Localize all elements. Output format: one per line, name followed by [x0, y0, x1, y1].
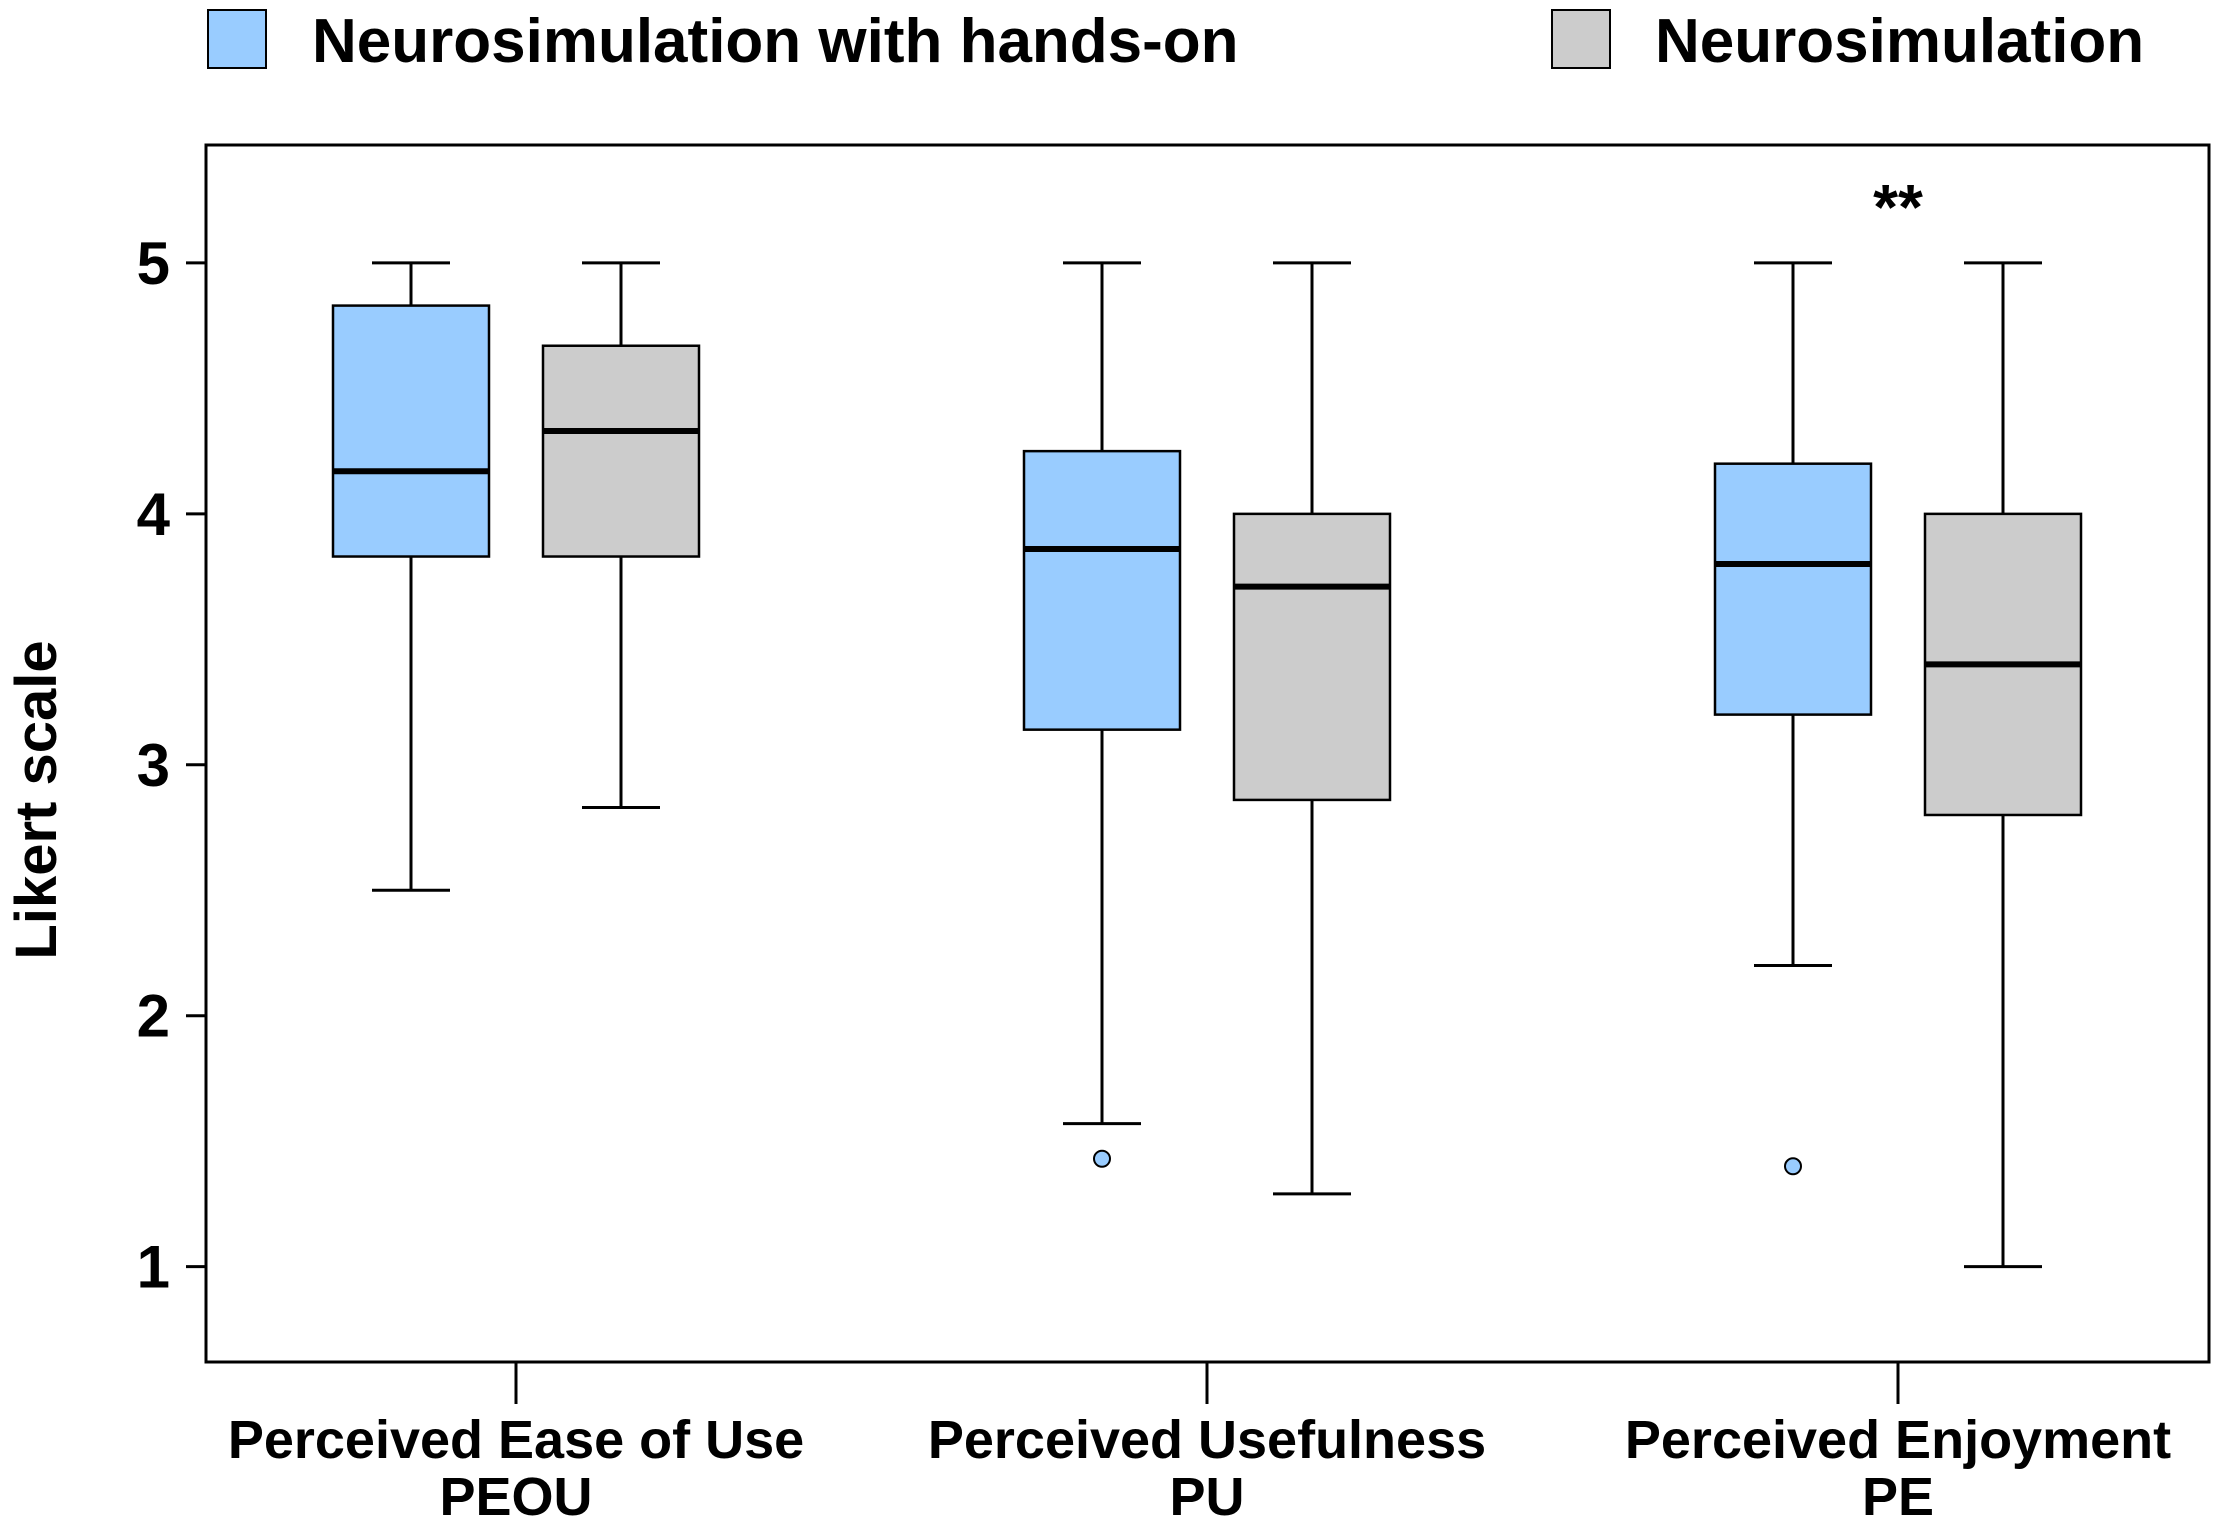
- x-category-label: Perceived Enjoyment: [1625, 1410, 2171, 1470]
- plot-frame: [204, 143, 2211, 1364]
- iqr-box: [541, 344, 701, 558]
- iqr-box: [1713, 462, 1873, 716]
- legend-swatch-hands-on: [207, 9, 267, 69]
- x-category-label: Perceived Usefulness: [928, 1410, 1486, 1470]
- y-tick-label: 5: [137, 230, 170, 297]
- box-peou-series-0: [331, 261, 491, 892]
- boxes: [331, 261, 2083, 1269]
- box-pe-series-0: [1713, 261, 1873, 1176]
- y-axis-title: Likert scale: [4, 640, 69, 959]
- y-tick-label: 2: [137, 983, 170, 1050]
- iqr-box: [1022, 449, 1182, 731]
- outlier-point: [1784, 1157, 1802, 1176]
- box-pu-series-1: [1232, 261, 1392, 1196]
- iqr-box: [331, 304, 491, 558]
- x-category-label: Perceived Ease of Use: [228, 1410, 804, 1470]
- y-tick-label: 3: [137, 732, 170, 799]
- y-axis: 1 2 3 4 5: [137, 230, 206, 1301]
- box-peou-series-1: [541, 261, 701, 809]
- iqr-box: [1232, 512, 1392, 802]
- y-tick-label: 4: [137, 481, 171, 548]
- x-category-abbr: PU: [1169, 1467, 1244, 1523]
- legend-label-neurosimulation: Neurosimulation: [1655, 7, 2144, 76]
- box-pu-series-0: [1022, 261, 1182, 1168]
- x-category-abbr: PEOU: [439, 1467, 592, 1523]
- box-pe-series-1: [1923, 261, 2083, 1269]
- legend-swatch-neurosimulation: [1551, 9, 1611, 69]
- outlier-point: [1093, 1149, 1111, 1168]
- legend: Neurosimulation with hands-on Neurosimul…: [207, 7, 2144, 76]
- significance-annotation: **: [1873, 171, 1923, 243]
- x-category-abbr: PE: [1862, 1467, 1934, 1523]
- annotations: **: [1873, 171, 1923, 243]
- y-tick-label: 1: [137, 1234, 170, 1301]
- legend-label-hands-on: Neurosimulation with hands-on: [312, 7, 1239, 76]
